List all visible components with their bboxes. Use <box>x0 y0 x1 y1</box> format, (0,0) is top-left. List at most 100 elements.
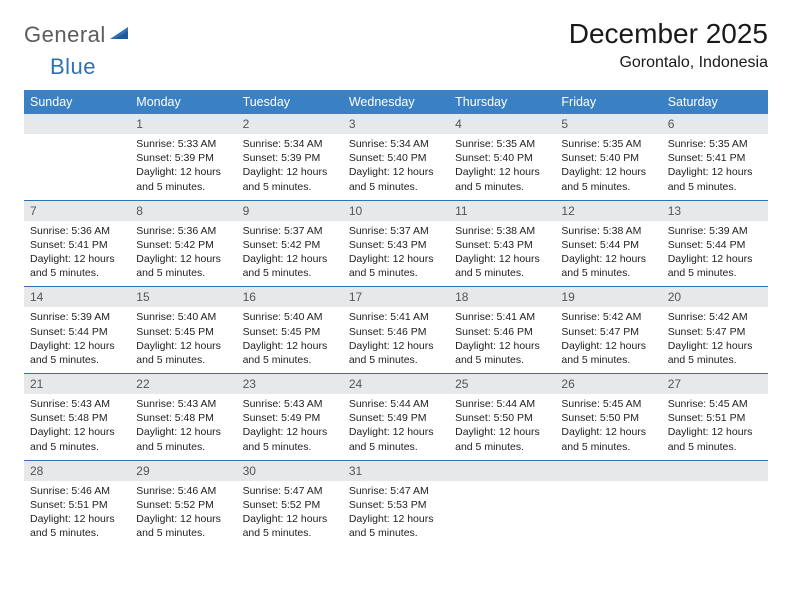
day-info-cell: Sunrise: 5:43 AMSunset: 5:48 PMDaylight:… <box>24 394 130 460</box>
sunset-line: Sunset: 5:51 PM <box>30 498 124 512</box>
daylight-line: Daylight: 12 hours and 5 minutes. <box>243 339 337 367</box>
day-number-cell: 15 <box>130 287 236 308</box>
sunrise-line: Sunrise: 5:35 AM <box>561 137 655 151</box>
day-number-cell: 30 <box>237 460 343 481</box>
daylight-line: Daylight: 12 hours and 5 minutes. <box>136 512 230 540</box>
day-number-cell: 2 <box>237 114 343 134</box>
weekday-header: Wednesday <box>343 90 449 114</box>
day-info-cell: Sunrise: 5:45 AMSunset: 5:50 PMDaylight:… <box>555 394 661 460</box>
day-number-row: 78910111213 <box>24 200 768 221</box>
sunset-line: Sunset: 5:44 PM <box>30 325 124 339</box>
page-title: December 2025 <box>569 18 768 50</box>
day-number-cell: 27 <box>662 374 768 395</box>
sunset-line: Sunset: 5:52 PM <box>136 498 230 512</box>
daylight-line: Daylight: 12 hours and 5 minutes. <box>136 252 230 280</box>
sunset-line: Sunset: 5:50 PM <box>455 411 549 425</box>
weekday-header: Thursday <box>449 90 555 114</box>
sunset-line: Sunset: 5:45 PM <box>243 325 337 339</box>
sunrise-line: Sunrise: 5:46 AM <box>30 484 124 498</box>
day-info-cell: Sunrise: 5:43 AMSunset: 5:48 PMDaylight:… <box>130 394 236 460</box>
weekday-header: Sunday <box>24 90 130 114</box>
sunset-line: Sunset: 5:41 PM <box>30 238 124 252</box>
daylight-line: Daylight: 12 hours and 5 minutes. <box>136 165 230 193</box>
daylight-line: Daylight: 12 hours and 5 minutes. <box>136 425 230 453</box>
sunrise-line: Sunrise: 5:42 AM <box>668 310 762 324</box>
day-number-row: 28293031 <box>24 460 768 481</box>
day-info-cell <box>555 481 661 547</box>
day-number-cell: 12 <box>555 200 661 221</box>
day-info-cell: Sunrise: 5:37 AMSunset: 5:42 PMDaylight:… <box>237 221 343 287</box>
sunrise-line: Sunrise: 5:36 AM <box>30 224 124 238</box>
day-number-cell: 10 <box>343 200 449 221</box>
daylight-line: Daylight: 12 hours and 5 minutes. <box>30 252 124 280</box>
daylight-line: Daylight: 12 hours and 5 minutes. <box>455 252 549 280</box>
day-number-cell: 14 <box>24 287 130 308</box>
day-info-cell: Sunrise: 5:38 AMSunset: 5:44 PMDaylight:… <box>555 221 661 287</box>
day-number-cell: 7 <box>24 200 130 221</box>
day-info-cell: Sunrise: 5:34 AMSunset: 5:39 PMDaylight:… <box>237 134 343 200</box>
day-info-cell: Sunrise: 5:42 AMSunset: 5:47 PMDaylight:… <box>555 307 661 373</box>
daylight-line: Daylight: 12 hours and 5 minutes. <box>455 165 549 193</box>
day-info-cell: Sunrise: 5:45 AMSunset: 5:51 PMDaylight:… <box>662 394 768 460</box>
sunset-line: Sunset: 5:43 PM <box>349 238 443 252</box>
sunrise-line: Sunrise: 5:43 AM <box>30 397 124 411</box>
sunset-line: Sunset: 5:42 PM <box>136 238 230 252</box>
day-info-cell: Sunrise: 5:41 AMSunset: 5:46 PMDaylight:… <box>343 307 449 373</box>
logo-text-blue: Blue <box>50 54 96 79</box>
daylight-line: Daylight: 12 hours and 5 minutes. <box>668 339 762 367</box>
sunrise-line: Sunrise: 5:35 AM <box>668 137 762 151</box>
day-info-cell: Sunrise: 5:35 AMSunset: 5:40 PMDaylight:… <box>555 134 661 200</box>
weekday-header: Saturday <box>662 90 768 114</box>
logo: General <box>24 22 130 48</box>
day-number-cell: 20 <box>662 287 768 308</box>
day-number-cell: 6 <box>662 114 768 134</box>
day-info-cell: Sunrise: 5:47 AMSunset: 5:52 PMDaylight:… <box>237 481 343 547</box>
sunset-line: Sunset: 5:44 PM <box>561 238 655 252</box>
sunset-line: Sunset: 5:47 PM <box>668 325 762 339</box>
daylight-line: Daylight: 12 hours and 5 minutes. <box>30 339 124 367</box>
daylight-line: Daylight: 12 hours and 5 minutes. <box>668 425 762 453</box>
sunset-line: Sunset: 5:44 PM <box>668 238 762 252</box>
day-number-cell: 9 <box>237 200 343 221</box>
day-number-cell: 17 <box>343 287 449 308</box>
day-info-cell: Sunrise: 5:46 AMSunset: 5:51 PMDaylight:… <box>24 481 130 547</box>
day-info-cell: Sunrise: 5:43 AMSunset: 5:49 PMDaylight:… <box>237 394 343 460</box>
day-info-cell: Sunrise: 5:42 AMSunset: 5:47 PMDaylight:… <box>662 307 768 373</box>
logo-text-general: General <box>24 22 106 48</box>
daylight-line: Daylight: 12 hours and 5 minutes. <box>561 425 655 453</box>
day-number-cell: 16 <box>237 287 343 308</box>
sunrise-line: Sunrise: 5:35 AM <box>455 137 549 151</box>
daylight-line: Daylight: 12 hours and 5 minutes. <box>668 252 762 280</box>
day-number-row: 21222324252627 <box>24 374 768 395</box>
day-info-cell: Sunrise: 5:36 AMSunset: 5:41 PMDaylight:… <box>24 221 130 287</box>
sunrise-line: Sunrise: 5:40 AM <box>136 310 230 324</box>
daylight-line: Daylight: 12 hours and 5 minutes. <box>561 165 655 193</box>
daylight-line: Daylight: 12 hours and 5 minutes. <box>455 339 549 367</box>
weekday-header: Friday <box>555 90 661 114</box>
day-number-cell: 28 <box>24 460 130 481</box>
day-number-cell: 25 <box>449 374 555 395</box>
sunset-line: Sunset: 5:48 PM <box>136 411 230 425</box>
sunset-line: Sunset: 5:45 PM <box>136 325 230 339</box>
sunrise-line: Sunrise: 5:39 AM <box>668 224 762 238</box>
day-number-cell: 3 <box>343 114 449 134</box>
day-info-cell: Sunrise: 5:44 AMSunset: 5:49 PMDaylight:… <box>343 394 449 460</box>
day-info-row: Sunrise: 5:39 AMSunset: 5:44 PMDaylight:… <box>24 307 768 373</box>
day-info-cell: Sunrise: 5:39 AMSunset: 5:44 PMDaylight:… <box>662 221 768 287</box>
daylight-line: Daylight: 12 hours and 5 minutes. <box>243 425 337 453</box>
sunset-line: Sunset: 5:47 PM <box>561 325 655 339</box>
day-info-cell: Sunrise: 5:47 AMSunset: 5:53 PMDaylight:… <box>343 481 449 547</box>
daylight-line: Daylight: 12 hours and 5 minutes. <box>243 252 337 280</box>
day-info-row: Sunrise: 5:46 AMSunset: 5:51 PM Daylight:… <box>24 481 768 547</box>
sunset-line: Sunset: 5:53 PM <box>349 498 443 512</box>
sunrise-line: Sunrise: 5:45 AM <box>668 397 762 411</box>
calendar-table: Sunday Monday Tuesday Wednesday Thursday… <box>24 90 768 546</box>
day-info-cell: Sunrise: 5:41 AMSunset: 5:46 PMDaylight:… <box>449 307 555 373</box>
daylight-line: Daylight: 12 hours and 5 minutes. <box>561 339 655 367</box>
daylight-line: Daylight: 12 hours and 5 minutes. <box>243 512 337 540</box>
daylight-line: Daylight: 12 hours and 5 minutes. <box>349 512 443 540</box>
sunrise-line: Sunrise: 5:47 AM <box>243 484 337 498</box>
day-number-cell: 23 <box>237 374 343 395</box>
day-number-cell: 21 <box>24 374 130 395</box>
day-info-cell: Sunrise: 5:35 AMSunset: 5:40 PMDaylight:… <box>449 134 555 200</box>
